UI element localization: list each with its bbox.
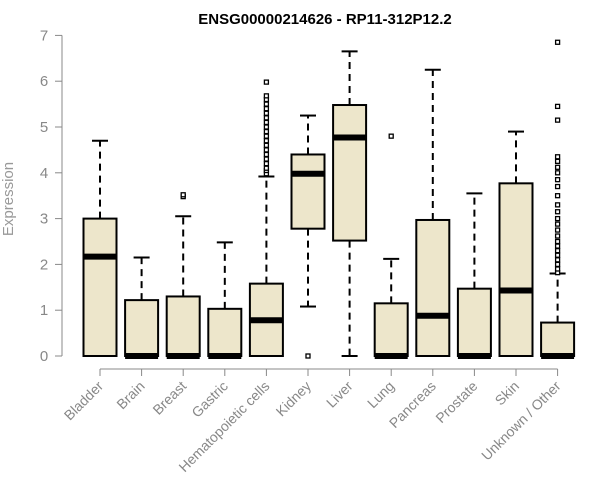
box-group: [332, 50, 368, 357]
y-tick-label: 4: [40, 165, 48, 182]
outlier-point: [554, 209, 561, 215]
box-iqr: [165, 295, 201, 357]
y-axis-label: Expression: [0, 162, 17, 236]
outlier-point: [554, 103, 561, 110]
y-axis: 0 1 2 3 4 5 6 7: [40, 27, 63, 365]
y-tick-label: 3: [40, 211, 48, 228]
outlier-point: [554, 177, 561, 183]
box-group: [456, 192, 492, 359]
outlier-point: [263, 138, 270, 144]
y-tick-label: 7: [40, 27, 48, 44]
outlier-point: [554, 202, 561, 208]
box-group: [82, 139, 118, 357]
outlier-point: [554, 266, 561, 272]
outlier-point: [554, 238, 561, 245]
outlier-point: [554, 117, 561, 123]
x-tick-label: Prostate: [432, 378, 480, 426]
outlier-point: [263, 147, 270, 153]
outlier-point: [263, 101, 270, 107]
outlier-point: [554, 233, 561, 239]
outlier-point: [263, 160, 270, 167]
outlier-point: [263, 133, 270, 139]
outlier-point: [263, 151, 270, 158]
box-iqr: [498, 182, 534, 357]
box-group: [207, 241, 243, 359]
outlier-point: [263, 115, 270, 121]
outlier-point: [554, 183, 561, 190]
x-tick-label: Lung: [364, 378, 397, 411]
box-iqr: [415, 218, 451, 357]
outlier-point: [554, 248, 561, 254]
x-tick-label: Unknown / Other: [478, 378, 564, 464]
x-tick-label: Liver: [323, 378, 356, 411]
box-group: [373, 133, 409, 359]
outlier-point: [554, 227, 561, 233]
chart-title: ENSG00000214626 - RP11-312P12.2: [198, 11, 452, 28]
box-iqr: [456, 287, 492, 358]
x-tick-label: Skin: [492, 378, 523, 409]
y-tick-label: 5: [40, 119, 48, 136]
outlier-point: [388, 133, 394, 139]
outlier-point: [263, 110, 270, 116]
outlier-point: [554, 257, 561, 263]
outlier-point: [180, 192, 186, 198]
box-group: [124, 256, 160, 359]
outlier-point: [554, 221, 561, 227]
x-tick-label: Kidney: [273, 378, 315, 420]
y-tick-label: 6: [40, 73, 48, 90]
outlier-point: [263, 165, 270, 171]
plot-area: [82, 39, 576, 359]
outlier-point: [554, 39, 561, 45]
box-group: [290, 114, 326, 359]
outlier-point: [263, 106, 270, 112]
box-group: [248, 79, 284, 357]
y-tick-label: 2: [40, 256, 48, 273]
box-iqr: [332, 104, 368, 242]
box-group: [540, 39, 576, 359]
outlier-point: [263, 128, 270, 135]
y-tick-label: 0: [40, 348, 48, 365]
box-iqr: [373, 302, 409, 357]
outlier-point: [554, 170, 561, 176]
outlier-point: [554, 243, 561, 249]
box-group: [165, 192, 201, 359]
outlier-point: [554, 154, 561, 160]
x-tick-label: Brain: [113, 378, 147, 412]
outlier-point: [554, 193, 561, 199]
x-tick-label: Bladder: [61, 378, 107, 424]
box-iqr: [207, 307, 243, 357]
outlier-point: [263, 79, 270, 85]
outlier-point: [554, 158, 561, 165]
outlier-point: [263, 124, 270, 130]
box-iqr: [124, 299, 160, 357]
box-iqr: [540, 321, 576, 358]
outlier-point: [554, 252, 561, 258]
y-tick-label: 1: [40, 302, 48, 319]
box-group: [498, 130, 534, 357]
outlier-point: [263, 93, 270, 99]
box-group: [415, 68, 451, 357]
outlier-point: [554, 164, 561, 170]
box-iqr: [82, 217, 118, 357]
box-iqr: [290, 153, 326, 230]
x-tick-label: Breast: [149, 378, 189, 418]
outlier-point: [554, 261, 561, 268]
outlier-point: [554, 215, 561, 222]
outlier-point: [263, 119, 270, 126]
outlier-point: [263, 156, 270, 162]
outlier-point: [263, 142, 270, 148]
outlier-point: [305, 353, 311, 359]
